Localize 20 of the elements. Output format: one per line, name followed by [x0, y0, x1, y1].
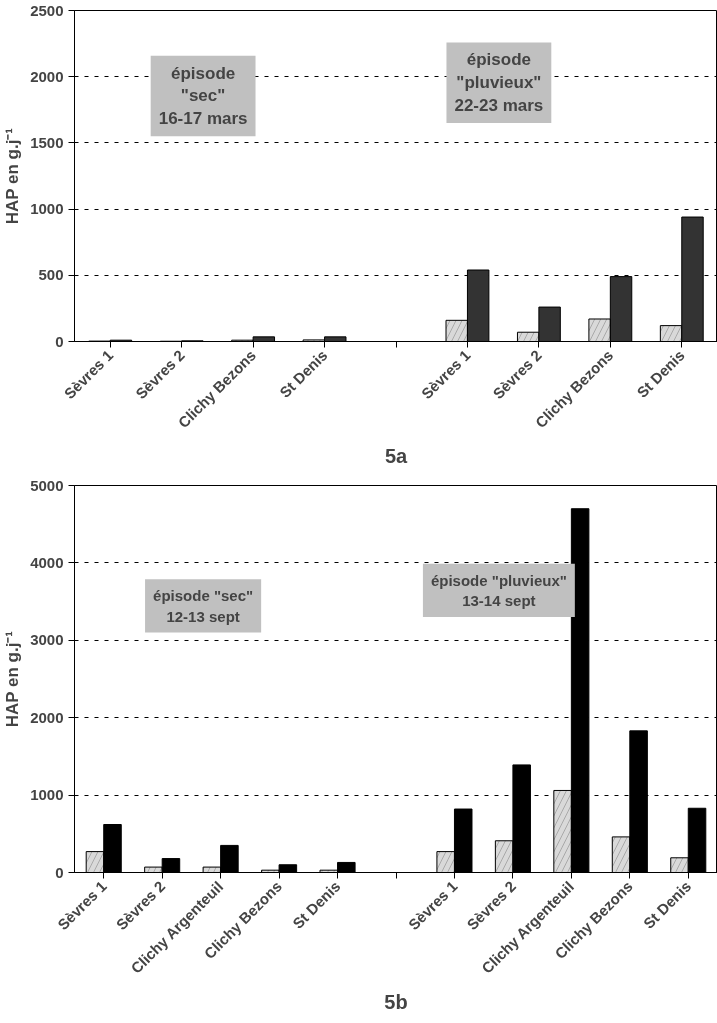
y-tick-label: 2000 — [30, 708, 64, 726]
y-tick-label: 0 — [55, 332, 64, 350]
annotation: épisode "pluvieux" 13-14 sept — [430, 571, 567, 610]
y-tick-label: 3000 — [30, 631, 64, 649]
y-tick-label: 1000 — [30, 200, 64, 218]
annotation: épisode "sec" 16-17 mars — [158, 63, 248, 129]
y-tick-label: 4000 — [30, 553, 64, 571]
y-axis-title: HAP en g.j⁻¹ — [3, 630, 23, 728]
y-tick-label: 0 — [55, 863, 64, 881]
y-axis-title: HAP en g.j⁻¹ — [3, 127, 23, 225]
y-tick-label: 2000 — [30, 67, 64, 85]
y-tick-label: 1000 — [30, 786, 64, 804]
y-tick-label: 5000 — [30, 476, 64, 494]
annotation: épisode "sec" 12-13 sept — [153, 587, 254, 625]
annotation: épisode "pluvieux" 22-23 mars — [454, 50, 544, 116]
y-tick-label: 500 — [38, 266, 64, 284]
x-axis-title: 5b — [384, 990, 408, 1013]
y-tick-label: 1500 — [30, 133, 64, 151]
x-axis-title: 5a — [384, 445, 408, 468]
y-tick-label: 2500 — [30, 1, 64, 19]
